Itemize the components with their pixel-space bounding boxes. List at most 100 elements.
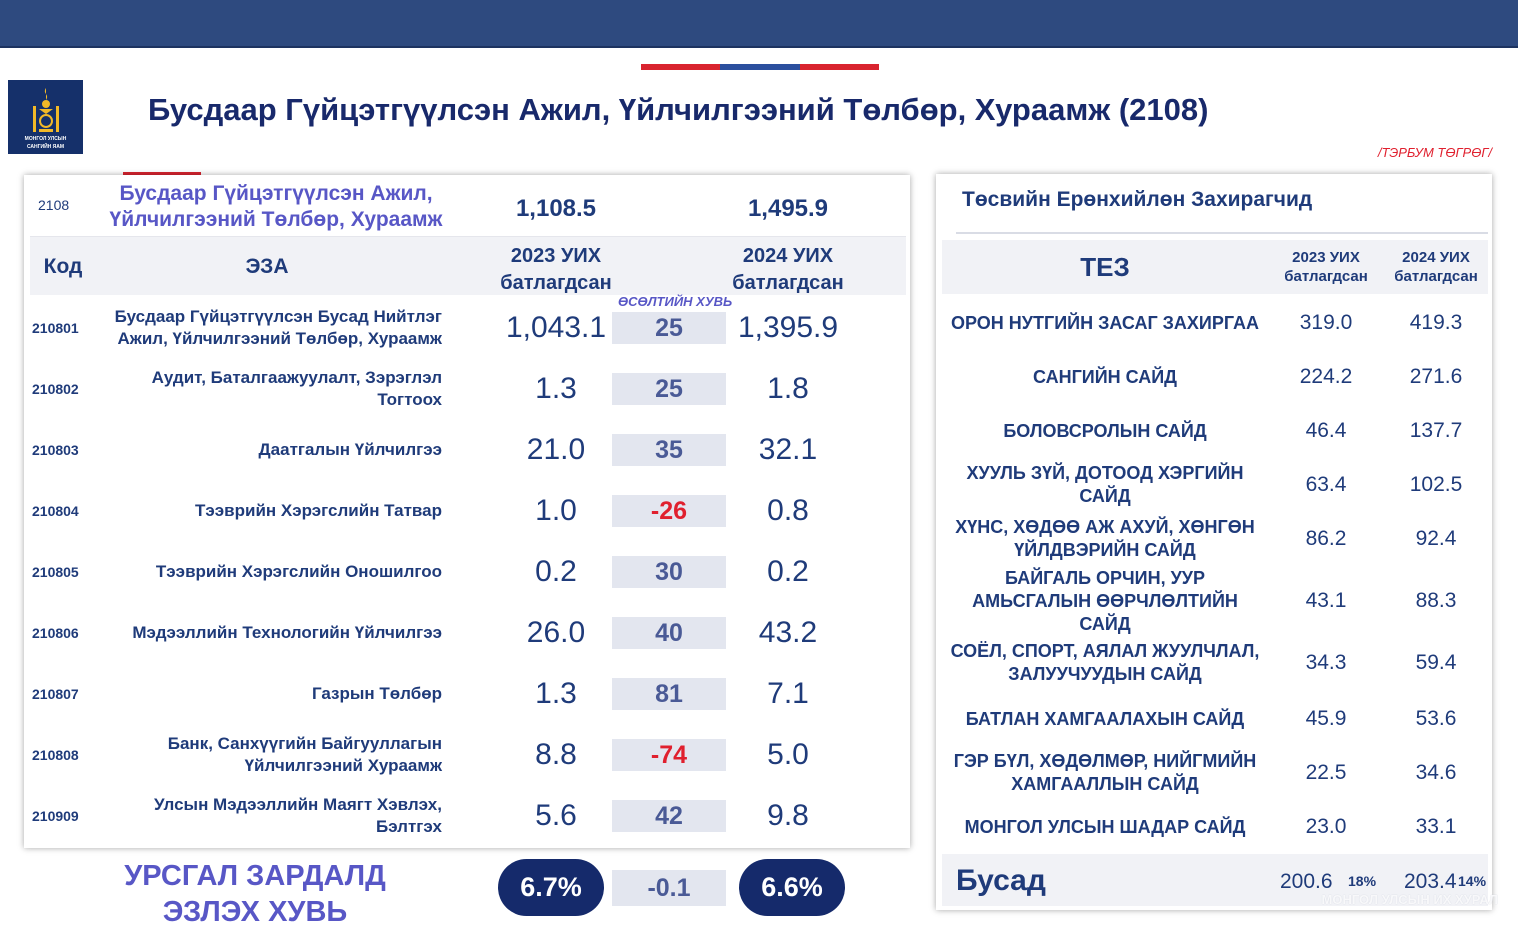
tez-row: БАТЛАН ХАМГААЛАХЫН САЙД 45.9 53.6 <box>942 692 1488 746</box>
tez-row-2023: 319.0 <box>1299 311 1353 334</box>
tez-header-name: ТЕЗ <box>1080 252 1130 282</box>
summary-code: 2108 <box>38 197 70 213</box>
row-2024: 32.1 <box>758 432 818 466</box>
row-2024: 5.0 <box>767 737 809 771</box>
other-2024-share: 14% <box>1458 873 1487 889</box>
row-2024: 1,395.9 <box>737 310 839 344</box>
tez-header: ТЕЗ 2023 УИХ батлагдсан 2024 УИХ батлагд… <box>942 240 1488 294</box>
summary-name: Бусдаар Гүйцэтгүүлсэн Ажил, Үйлчилгээний… <box>109 182 443 231</box>
row-2024: 1.8 <box>767 371 809 405</box>
tez-row-2023: 63.4 <box>1305 473 1347 496</box>
row-2023: 0.2 <box>535 554 577 588</box>
row-2023: 21.0 <box>526 432 586 466</box>
tez-row-2024: 137.7 <box>1409 419 1463 442</box>
row-name: Даатгалын Үйлчилгээ <box>258 439 442 459</box>
other-label: Бусад <box>956 864 1046 897</box>
table-row: 210909 Улсын Мэдээллийн Маягт Хэвлэх, Бэл… <box>30 785 906 846</box>
table-row: 210803 Даатгалын Үйлчилгээ 21.0 35 32.1 <box>30 419 906 480</box>
row-code: 210801 <box>32 319 79 336</box>
row-code: 210802 <box>32 380 79 397</box>
other-2024: 203.4 <box>1404 870 1457 893</box>
tez-row-2024: 59.4 <box>1415 651 1457 674</box>
logo-text-line2: САНГИЙН ЯАМ <box>26 144 65 150</box>
share-2023-badge: 6.7% <box>498 859 604 916</box>
tez-row-name: ХУУЛЬ ЗҮЙ, ДОТООД ХЭРГИЙН САЙД <box>966 463 1244 506</box>
tez-row-2023: 46.4 <box>1305 419 1347 442</box>
row-2024: 7.1 <box>767 676 809 710</box>
table-row: 210808 Банк, Санхүүгийн Байгууллагын Үйлч… <box>30 724 906 785</box>
row-code: 210805 <box>32 563 79 580</box>
header-eza: ЭЗА <box>245 255 289 278</box>
tez-table-panel: Төсвийн Ерөнхийлөн Захирагчид ТЕЗ 2023 У… <box>936 174 1492 910</box>
row-2023: 1.0 <box>535 493 577 527</box>
row-name: Тээврийн Хэрэгслийн Татвар <box>195 500 442 520</box>
row-growth: -26 <box>612 495 726 527</box>
row-2024: 43.2 <box>758 615 818 649</box>
row-code: 210804 <box>32 502 79 519</box>
row-growth: 25 <box>612 373 726 405</box>
tez-row-2023: 224.2 <box>1299 365 1353 388</box>
tez-row-2023: 22.5 <box>1305 761 1347 784</box>
tez-row-name: БАЙГАЛЬ ОРЧИН, УУР АМЬСГАЛЫН ӨӨРЧЛӨЛТИЙН… <box>972 567 1238 634</box>
tez-row-2023: 45.9 <box>1305 707 1347 730</box>
tez-row-name: БАТЛАН ХАМГААЛАХЫН САЙД <box>965 708 1245 729</box>
row-growth: -74 <box>612 739 726 771</box>
summary-row: 2108 Бусдаар Гүйцэтгүүлсэн Ажил, Үйлчилг… <box>30 175 906 235</box>
other-2023-share: 18% <box>1348 873 1377 889</box>
tez-row-2023: 23.0 <box>1305 815 1347 838</box>
row-name: Улсын Мэдээллийн Маягт Хэвлэх, Бэлтгэх <box>154 794 442 836</box>
tez-row-2024: 53.6 <box>1415 707 1457 730</box>
row-growth: 35 <box>612 434 726 466</box>
row-code: 210807 <box>32 685 79 702</box>
page-title: Бусдаар Гүйцэтгүүлсэн Ажил, Үйлчилгээний… <box>148 92 1209 127</box>
table-row: 210805 Тээврийн Хэрэгслийн Оношилгоо 0.2 30… <box>30 541 906 602</box>
table-row: 210807 Газрын Төлбөр 1.3 81 7.1 <box>30 663 906 724</box>
row-2024: 9.8 <box>767 798 809 832</box>
tez-row: ГЭР БҮЛ, ХӨДӨЛМӨР, НИЙГМИЙН ХАМГААЛЛЫН С… <box>942 746 1488 800</box>
row-code: 210806 <box>32 624 79 641</box>
tez-row-2024: 34.6 <box>1415 761 1457 784</box>
table-header: Код ЭЗА 2023 УИХ батлагдсан 2024 УИХ бат… <box>30 236 906 295</box>
flag-stripe <box>641 64 879 70</box>
tez-row-name: МОНГОЛ УЛСЫН ШАДАР САЙД <box>964 816 1246 837</box>
summary-2023: 1,108.5 <box>515 195 597 222</box>
row-2023: 1.3 <box>535 371 577 405</box>
tez-row-name: БОЛОВСРОЛЫН САЙД <box>1003 420 1207 441</box>
header-code: Код <box>43 255 83 278</box>
tez-other-row: Бусад 200.6 18% 203.4 14% <box>942 854 1488 906</box>
tez-title-divider <box>956 232 1488 234</box>
tez-row-name: ХҮНС, ХӨДӨӨ АЖ АХУЙ, ХӨНГӨН ҮЙЛДВЭРИЙН С… <box>955 517 1255 560</box>
row-2023: 1,043.1 <box>505 310 607 344</box>
row-2024: 0.2 <box>767 554 809 588</box>
eza-table-panel: 2108 Бусдаар Гүйцэтгүүлсэн Ажил, Үйлчилг… <box>24 175 910 848</box>
share-diff: -0.1 <box>612 870 726 906</box>
row-2023: 26.0 <box>526 615 586 649</box>
row-2023: 8.8 <box>535 737 577 771</box>
row-code: 210909 <box>32 807 79 824</box>
tez-row: БАЙГАЛЬ ОРЧИН, УУР АМЬСГАЛЫН ӨӨРЧЛӨЛТИЙН… <box>942 566 1488 636</box>
row-name: Банк, Санхүүгийн Байгууллагын Үйлчилгээн… <box>167 733 442 775</box>
tez-row-2023: 34.3 <box>1305 651 1347 674</box>
tez-row-name: САНГИЙН САЙД <box>1033 366 1177 387</box>
share-2024-badge: 6.6% <box>739 859 845 916</box>
summary-2024: 1,495.9 <box>747 195 829 222</box>
tez-row: БОЛОВСРОЛЫН САЙД 46.4 137.7 <box>942 404 1488 458</box>
title-underline <box>123 172 201 175</box>
tez-row: ХУУЛЬ ЗҮЙ, ДОТООД ХЭРГИЙН САЙД 63.4 102.5 <box>942 458 1488 512</box>
row-2023: 1.3 <box>535 676 577 710</box>
row-2023: 5.6 <box>535 798 577 832</box>
table-row: 210804 Тээврийн Хэрэгслийн Татвар 1.0 -26 0.… <box>30 480 906 541</box>
other-2023: 200.6 <box>1280 870 1333 893</box>
tez-row: ХҮНС, ХӨДӨӨ АЖ АХУЙ, ХӨНГӨН ҮЙЛДВЭРИЙН С… <box>942 512 1488 566</box>
tez-row-2023: 43.1 <box>1305 589 1347 612</box>
table-row: 210801 Бусдаар Гүйцэтгүүлсэн Бусад Нийтлэ… <box>30 297 906 358</box>
tez-row-name: СОЁЛ, СПОРТ, АЯЛАЛ ЖУУЛЧЛАЛ, ЗАЛУУЧУУДЫН… <box>950 641 1260 684</box>
row-name: Бусдаар Гүйцэтгүүлсэн Бусад Нийтлэг Ажил… <box>114 306 442 348</box>
tez-row: СОЁЛ, СПОРТ, АЯЛАЛ ЖУУЛЧЛАЛ, ЗАЛУУЧУУДЫН… <box>942 636 1488 690</box>
tez-row: САНГИЙН САЙД 224.2 271.6 <box>942 350 1488 404</box>
table-row: 210802 Аудит, Баталгаажуулалт, Зэрэглэл Т… <box>30 358 906 419</box>
tez-row: МОНГОЛ УЛСЫН ШАДАР САЙД 23.0 33.1 <box>942 800 1488 854</box>
tez-row-name: ОРОН НУТГИЙН ЗАСАГ ЗАХИРГАА <box>951 312 1259 333</box>
watermark: МОНГОЛ УЛСЫН ИХ ХУРАЛ <box>1321 892 1498 907</box>
growth-header: ӨСӨЛТИЙН ХУВЬ <box>618 294 733 309</box>
